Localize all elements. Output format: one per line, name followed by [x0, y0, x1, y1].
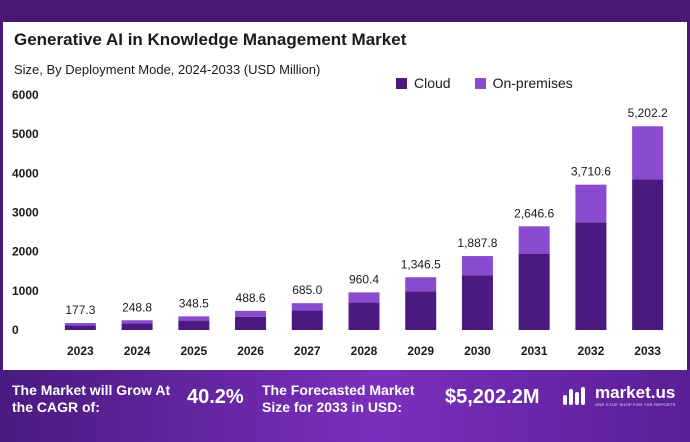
y-tick-label: 0: [12, 323, 19, 337]
bar-total-label: 488.6: [236, 291, 266, 305]
x-tick-label: 2030: [464, 344, 491, 358]
bar-segment-cloud: [178, 320, 210, 330]
x-tick-label: 2029: [407, 344, 434, 358]
forecast-size-value: $5,202.2M: [445, 386, 540, 408]
bar-total-label: 1,346.5: [401, 257, 441, 271]
x-tick-label: 2023: [67, 344, 94, 358]
y-tick-label: 6000: [12, 88, 39, 102]
bar-total-label: 348.5: [179, 296, 209, 310]
brand-name: market.us: [595, 383, 676, 402]
x-tick-label: 2032: [578, 344, 605, 358]
bar-total-label: 177.3: [65, 303, 95, 317]
bar-segment-cloud: [348, 302, 380, 330]
bar-total-label: 2,646.6: [514, 206, 554, 220]
y-tick-label: 5000: [12, 127, 39, 141]
bar-segment-cloud: [121, 323, 153, 330]
forecast-size-label: The Forecasted Market Size for 2033 in U…: [262, 382, 415, 415]
bar-total-label: 685.0: [292, 283, 322, 297]
bar-segment-cloud: [632, 179, 664, 330]
bar-segment-on-premises: [291, 303, 323, 311]
chart-legend: Cloud On-premises: [396, 75, 597, 91]
bar-segment-cloud: [64, 325, 96, 330]
x-tick-label: 2026: [237, 344, 264, 358]
chart-subtitle: Size, By Deployment Mode, 2024-2033 (USD…: [14, 62, 321, 77]
bar-segment-on-premises: [178, 316, 210, 321]
bar-total-label: 960.4: [349, 272, 379, 286]
bar-segment-on-premises: [461, 256, 493, 276]
y-tick-label: 2000: [12, 245, 39, 259]
bar-segment-on-premises: [632, 126, 664, 180]
cagr-label: The Market will Grow At the CAGR of:: [12, 382, 171, 415]
y-tick-label: 4000: [12, 166, 39, 180]
bar-segment-on-premises: [64, 323, 96, 326]
bar-chart: 0 1000 2000 3000 4000 5000 6000 177.3 2023 248.8 2…: [12, 88, 668, 358]
legend-swatch-on-premises: [474, 77, 486, 89]
bar-segment-on-premises: [518, 226, 550, 254]
bar-segment-on-premises: [121, 320, 153, 324]
bar-segment-on-premises: [348, 292, 380, 303]
x-tick-label: 2031: [521, 344, 548, 358]
bar-segment-on-premises: [405, 277, 437, 292]
bar-total-label: 248.8: [122, 300, 152, 314]
bar-segment-cloud: [405, 291, 437, 330]
brand-logo: market.us ONE STOP SHOP FOR THE REPORTS: [562, 384, 676, 408]
bar-total-label: 3,710.6: [571, 165, 611, 179]
bar-segment-on-premises: [235, 310, 267, 317]
brand-tagline: ONE STOP SHOP FOR THE REPORTS: [595, 402, 676, 407]
bar-segment-cloud: [291, 310, 323, 330]
chart-title: Generative AI in Knowledge Management Ma…: [14, 30, 407, 49]
legend-swatch-cloud: [396, 77, 407, 89]
x-tick-label: 2024: [124, 344, 151, 358]
x-tick-label: 2025: [180, 344, 207, 358]
bar-segment-cloud: [575, 222, 607, 330]
x-tick-label: 2027: [294, 344, 321, 358]
left-border: [0, 0, 3, 442]
bar-segment-cloud: [235, 316, 267, 330]
bar-segment-cloud: [518, 253, 550, 330]
legend-item-on-premises: On-premises: [474, 75, 573, 91]
top-border: [0, 0, 690, 22]
right-border: [687, 0, 690, 442]
market-us-logo-icon: [563, 387, 585, 405]
legend-item-cloud: Cloud: [396, 75, 451, 91]
bar-segment-on-premises: [575, 184, 607, 223]
y-tick-label: 1000: [12, 284, 39, 298]
bar-segment-cloud: [461, 275, 493, 330]
bar-total-label: 5,202.2: [628, 106, 668, 120]
legend-label-on-premises: On-premises: [492, 75, 573, 91]
x-tick-label: 2033: [634, 344, 661, 358]
x-tick-label: 2028: [351, 344, 378, 358]
legend-label-cloud: Cloud: [414, 75, 451, 91]
cagr-value: 40.2%: [187, 386, 244, 408]
y-tick-label: 3000: [12, 206, 39, 220]
bar-total-label: 1,887.8: [457, 236, 497, 250]
footer-banner: The Market will Grow At the CAGR of: 40.…: [0, 370, 690, 442]
